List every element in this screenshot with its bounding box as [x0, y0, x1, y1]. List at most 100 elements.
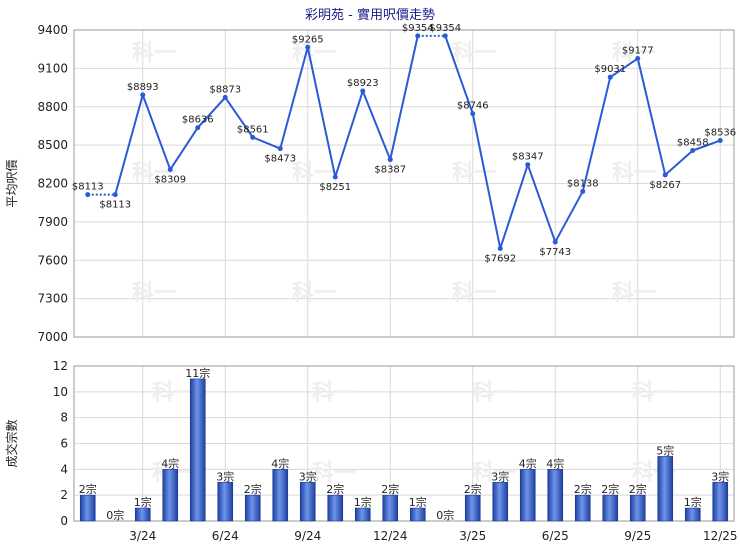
data-label: $9354	[402, 23, 434, 34]
bar-label: 3宗	[491, 469, 509, 483]
data-label: $9265	[292, 34, 324, 45]
series-line-segment	[609, 57, 639, 79]
series-line-segment	[224, 96, 254, 138]
bar-label: 2宗	[464, 482, 482, 496]
bar	[217, 481, 234, 522]
series-line-segment	[279, 47, 309, 149]
bar	[492, 481, 509, 522]
bar	[547, 469, 564, 522]
bar-label: 0宗	[106, 508, 124, 522]
data-label: $9031	[594, 64, 626, 75]
data-label: $9354	[429, 23, 461, 34]
y-tick-label-bottom: 10	[53, 385, 68, 399]
series-line-segment	[499, 164, 529, 249]
data-label: $8387	[374, 165, 406, 176]
data-point	[717, 138, 723, 144]
y-tick-label-top: 7600	[37, 253, 68, 267]
watermark: 科一	[472, 381, 516, 406]
data-label: $8113	[99, 200, 131, 211]
series-line-segment	[636, 58, 667, 176]
data-label: $8561	[237, 124, 269, 135]
series-line-segment	[361, 90, 392, 160]
bar	[354, 507, 371, 522]
x-tick-label: 12/24	[373, 529, 408, 543]
x-tick-label: 9/24	[294, 529, 321, 543]
y-tick-label-top: 8500	[37, 138, 68, 152]
data-point	[442, 33, 448, 39]
watermark: 科一	[472, 461, 516, 486]
x-tick-label: 12/25	[703, 529, 738, 543]
bar-label: 2宗	[574, 482, 592, 496]
y-tick-label-top: 9400	[37, 23, 68, 37]
series-line-segment	[471, 113, 502, 249]
data-point	[415, 33, 421, 39]
plot-frame-bottom	[73, 365, 735, 522]
series-line-segment	[526, 164, 557, 243]
data-label: $8873	[209, 84, 241, 95]
watermark: 科一	[132, 41, 176, 66]
y-tick-label-top: 8200	[37, 177, 68, 191]
watermark: 科一	[612, 161, 656, 186]
bar-label: 2宗	[244, 482, 262, 496]
data-label: $7692	[484, 253, 516, 264]
y-tick-label-bottom: 4	[60, 462, 68, 476]
data-label: $8113	[72, 182, 104, 193]
watermark: 科一	[452, 41, 496, 66]
bar	[409, 507, 426, 522]
bar	[382, 494, 399, 522]
data-label: $8347	[512, 152, 544, 163]
series-line-segment	[306, 47, 337, 178]
y-tick-label-bottom: 12	[53, 359, 68, 373]
bar-label: 4宗	[161, 456, 179, 470]
series-line-segment	[334, 90, 364, 178]
watermark: 科一	[612, 281, 656, 306]
data-point	[635, 56, 641, 62]
data-label: $7743	[539, 247, 571, 258]
series-line-segment	[252, 136, 281, 150]
bar-label: 2宗	[381, 482, 399, 496]
watermark: 科一	[152, 381, 196, 406]
bar-label: 1宗	[354, 495, 372, 509]
series-line-segment	[169, 127, 199, 171]
bar-label: 1宗	[409, 495, 427, 509]
data-point	[195, 125, 201, 131]
data-point	[140, 92, 146, 98]
bar	[189, 378, 206, 522]
data-label: $8746	[457, 101, 489, 112]
data-point	[607, 74, 613, 80]
data-label: $8893	[127, 82, 159, 93]
data-label: $8267	[649, 180, 681, 191]
data-point	[332, 174, 338, 180]
watermark: 科一	[632, 381, 676, 406]
data-label: $8458	[677, 137, 709, 148]
bar	[712, 481, 729, 522]
bar	[134, 507, 151, 522]
chart-title: 彩明苑 - 實用呎價走勢	[305, 7, 435, 23]
bar	[162, 469, 179, 522]
series-line-segment	[141, 94, 172, 170]
series-line-segment	[664, 149, 694, 176]
watermark: 科一	[132, 281, 176, 306]
bar-label: 3宗	[299, 469, 317, 483]
data-point	[277, 146, 283, 152]
bar-label: 3宗	[711, 469, 729, 483]
data-point	[690, 147, 696, 153]
bar	[602, 494, 619, 522]
series-line-segment	[389, 35, 419, 160]
y-tick-label-bottom: 6	[60, 437, 68, 451]
watermark: 科一	[312, 461, 356, 486]
data-label: $8473	[264, 154, 296, 165]
y-tick-label-top: 8800	[37, 100, 68, 114]
plot-frame-top	[73, 29, 735, 338]
data-point	[85, 192, 91, 198]
y-tick-label-bottom: 2	[60, 488, 68, 502]
series-line-segment	[197, 96, 226, 129]
bar-label: 2宗	[601, 482, 619, 496]
data-label: $8636	[182, 115, 214, 126]
bar-label: 4宗	[519, 456, 537, 470]
data-point	[112, 192, 118, 198]
x-tick-label: 6/24	[212, 529, 239, 543]
bar	[684, 507, 701, 522]
y-tick-label-bottom: 0	[60, 514, 68, 528]
